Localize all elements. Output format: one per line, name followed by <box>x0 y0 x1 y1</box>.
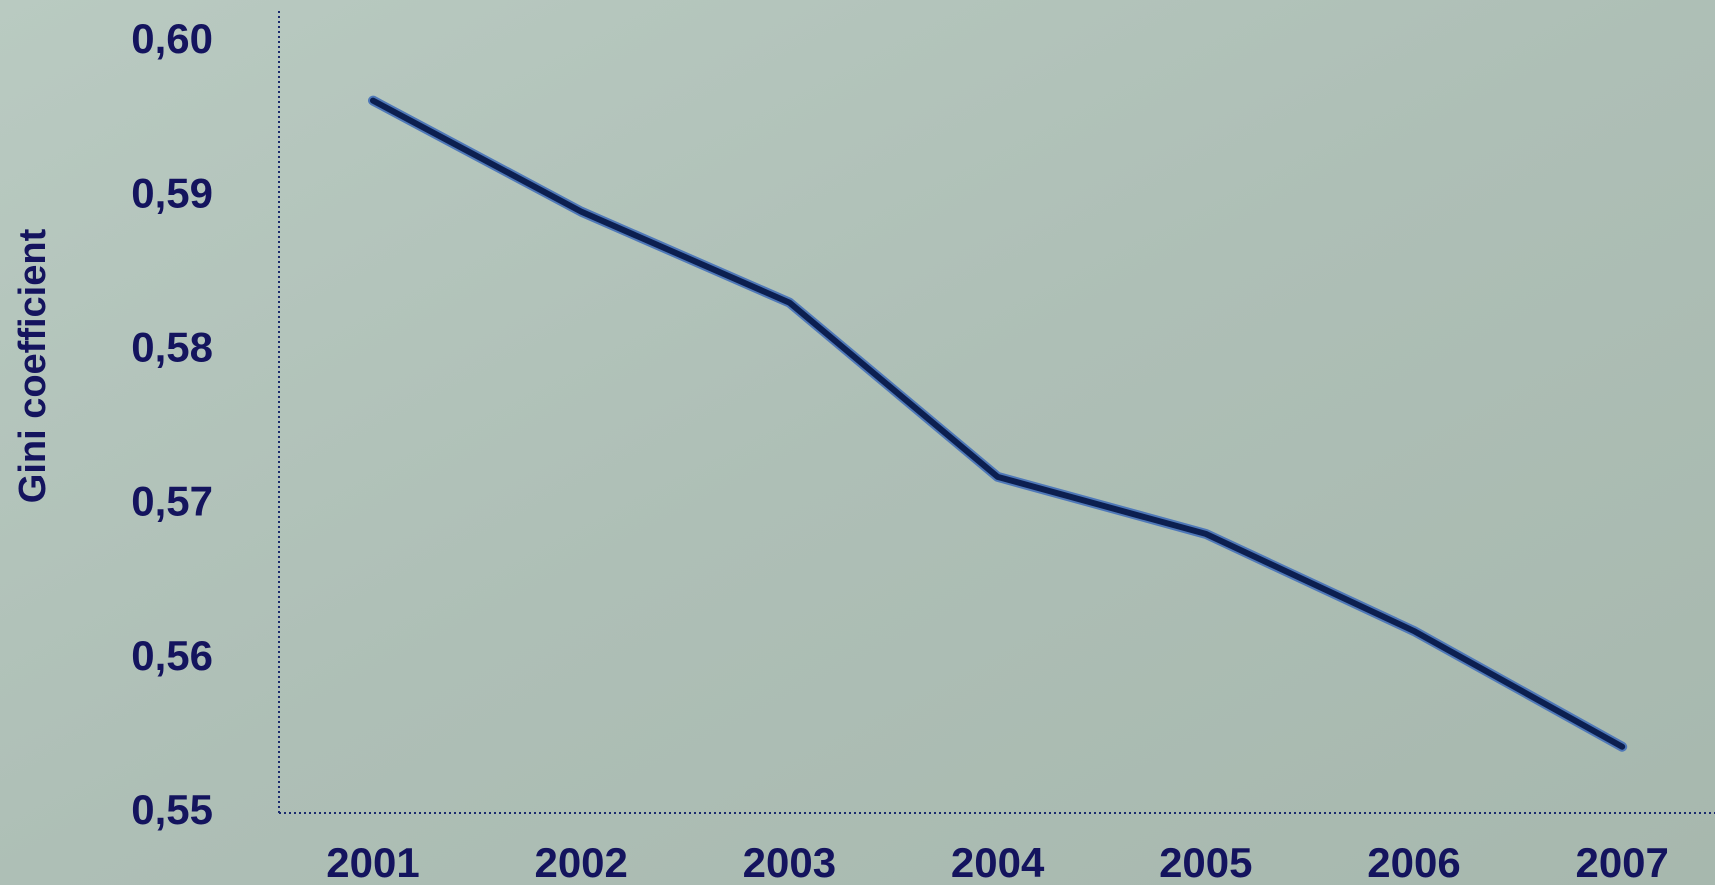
x-tick-label: 2003 <box>743 839 836 885</box>
y-tick-label: 0,55 <box>131 786 213 833</box>
y-tick-label: 0,59 <box>131 169 213 216</box>
y-axis-label: Gini coefficient <box>12 228 54 503</box>
x-tick-label: 2005 <box>1159 839 1252 885</box>
y-tick-label: 0,58 <box>131 323 213 370</box>
x-tick-label: 2001 <box>326 839 419 885</box>
series-line <box>370 97 1626 750</box>
x-tick-label: 2006 <box>1367 839 1460 885</box>
x-tick-label: 2007 <box>1575 839 1668 885</box>
x-tick-label: 2004 <box>951 839 1045 885</box>
x-tick-label: 2002 <box>534 839 627 885</box>
y-tick-label: 0,56 <box>131 632 213 679</box>
y-tick-label: 0,57 <box>131 478 213 525</box>
y-tick-label: 0,60 <box>131 15 213 62</box>
